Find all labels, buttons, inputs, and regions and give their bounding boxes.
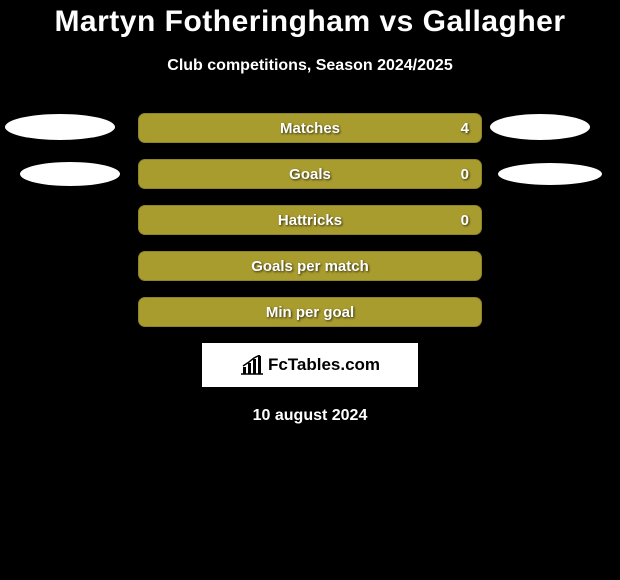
stat-bar-matches: Matches 4 [138,113,482,143]
stat-label: Min per goal [266,304,354,321]
stat-label: Matches [280,120,340,137]
stat-bar-min-per-goal: Min per goal [138,297,482,327]
bar-row-min-per-goal: Min per goal [0,297,620,327]
right-marker-ellipse [490,114,590,140]
infographic-container: Martyn Fotheringham vs Gallagher Club co… [0,0,620,580]
date-label: 10 august 2024 [0,407,620,425]
subtitle: Club competitions, Season 2024/2025 [0,57,620,75]
bar-row-goals-per-match: Goals per match [0,251,620,281]
stat-bar-hattricks: Hattricks 0 [138,205,482,235]
right-marker-ellipse [498,163,602,185]
brand-box: FcTables.com [202,343,418,387]
stat-value: 4 [461,120,469,137]
bars-area: Matches 4 Goals 0 Hattricks 0 Goals per … [0,113,620,327]
left-marker-ellipse [5,114,115,140]
stat-label: Hattricks [278,212,342,229]
stat-label: Goals [289,166,331,183]
stat-value: 0 [461,212,469,229]
page-title: Martyn Fotheringham vs Gallagher [0,5,620,39]
bar-row-goals: Goals 0 [0,159,620,189]
stat-label: Goals per match [251,258,369,275]
bar-row-matches: Matches 4 [0,113,620,143]
bar-row-hattricks: Hattricks 0 [0,205,620,235]
bar-chart-icon [240,355,264,375]
stat-bar-goals-per-match: Goals per match [138,251,482,281]
stat-bar-goals: Goals 0 [138,159,482,189]
brand-text: FcTables.com [268,355,380,375]
left-marker-ellipse [20,162,120,186]
stat-value: 0 [461,166,469,183]
